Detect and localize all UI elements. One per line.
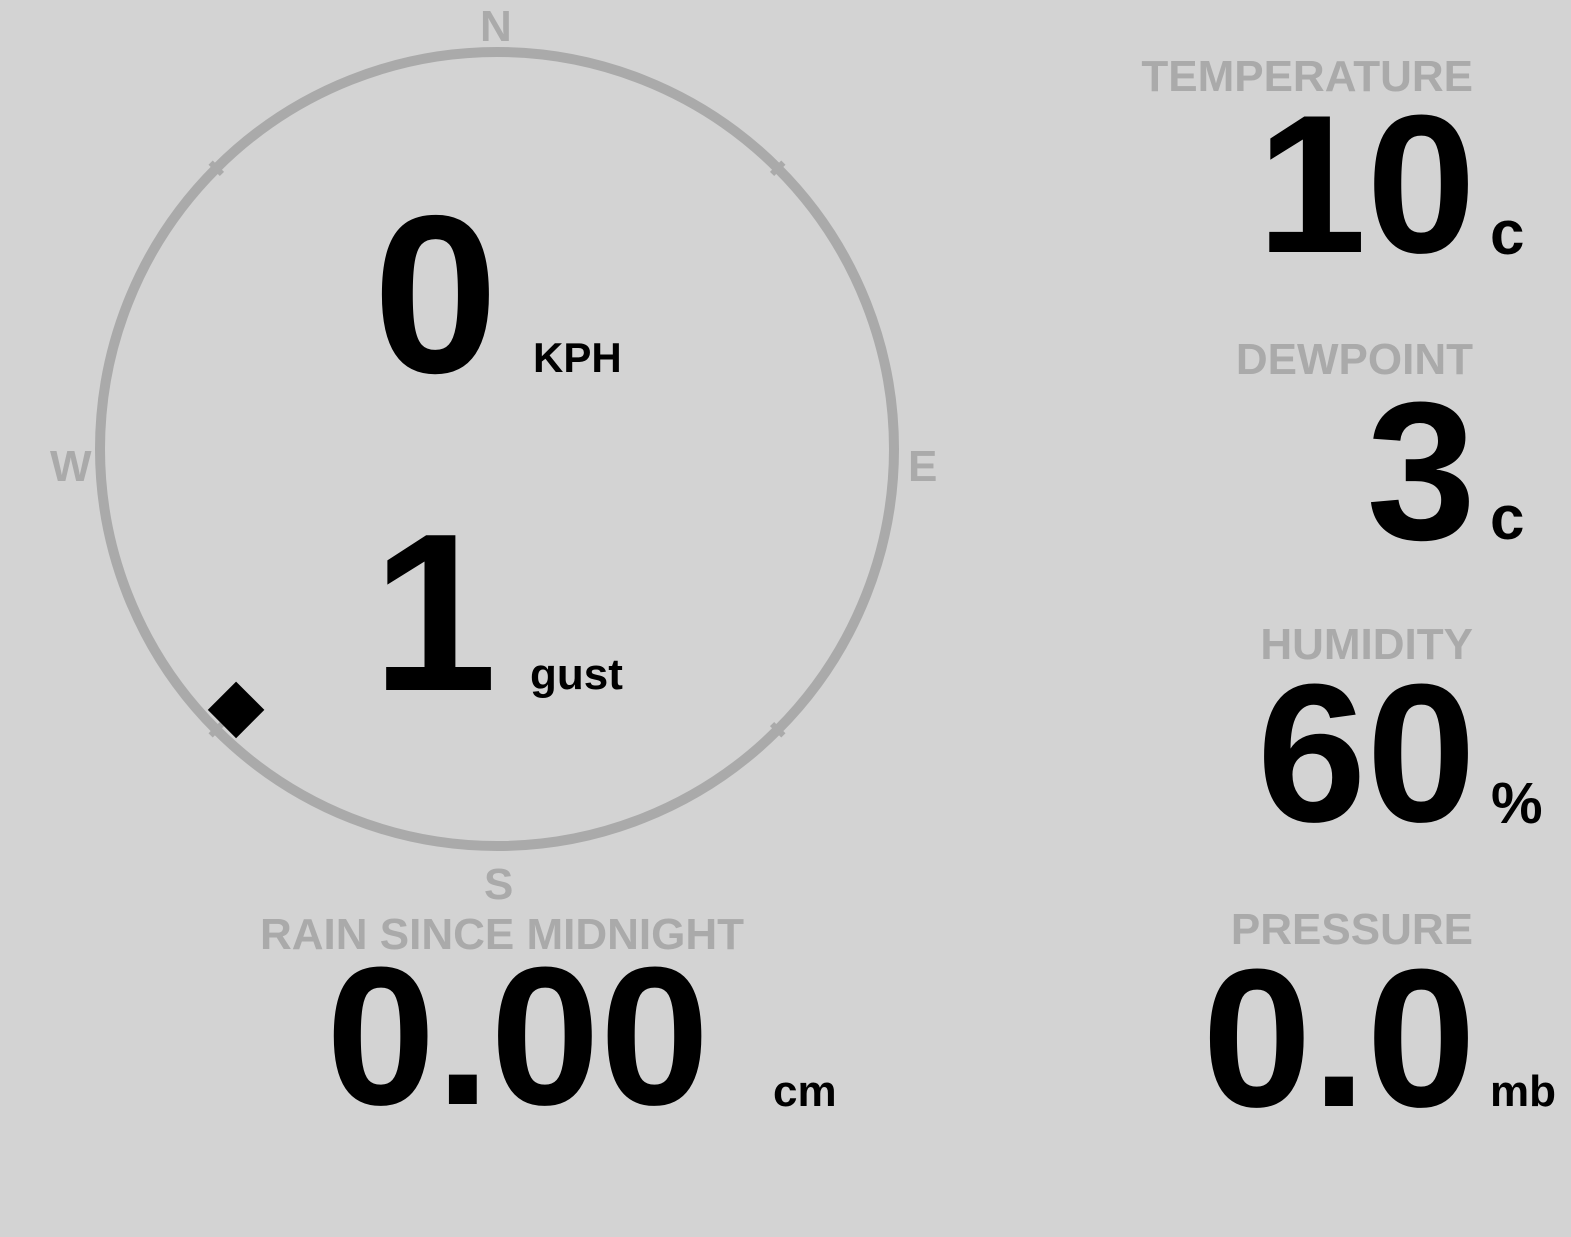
rain-label: RAIN SINCE MIDNIGHT [260,910,744,959]
wind-gust-value: 1 [372,486,498,738]
temperature-label: TEMPERATURE [1141,52,1473,101]
compass-west-label: W [50,442,92,491]
temperature-unit: c [1490,199,1525,268]
pressure-value: 0.0 [1202,928,1476,1148]
compass-tick [769,160,786,177]
wind-gust-unit: gust [530,650,623,699]
dewpoint-label: DEWPOINT [1235,335,1473,384]
compass-east-label: E [908,442,938,491]
rain-unit: cm [773,1067,837,1116]
dewpoint-value: 3 [1366,361,1476,581]
humidity-unit: % [1491,771,1543,836]
dewpoint-unit: c [1490,484,1525,553]
pressure-unit: mb [1490,1067,1556,1116]
wind-speed-value: 0 [373,168,499,420]
compass-tick [208,721,225,738]
wind-speed-unit: KPH [533,334,622,381]
compass-ring [95,47,899,851]
compass-south-label: S [484,860,514,909]
compass-north-label: N [480,2,512,51]
humidity-value: 60 [1256,643,1476,863]
temperature-value: 10 [1256,74,1476,294]
humidity-label: HUMIDITY [1260,620,1473,669]
compass-tick [769,721,786,738]
compass-tick [208,160,225,177]
rain-value: 0.00 [326,926,710,1146]
pressure-label: PRESSURE [1230,905,1473,954]
